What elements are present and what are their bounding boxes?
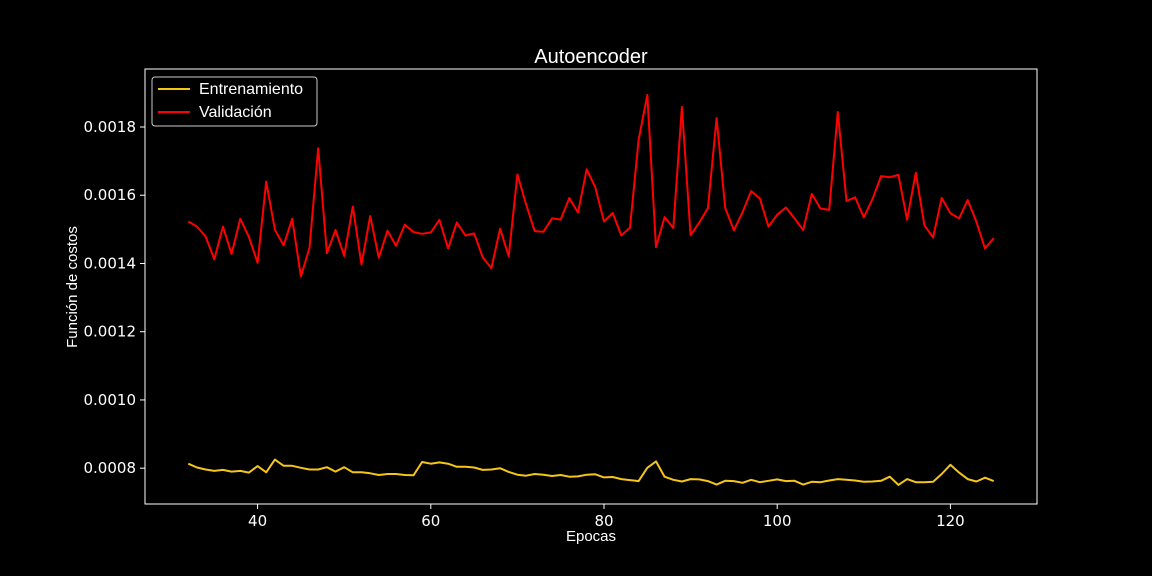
series-line-entrenamiento	[187, 458, 995, 486]
legend: Entrenamiento Validación	[151, 76, 318, 127]
chart-title: Autoencoder	[534, 46, 648, 68]
y-tick-label: 0.0010	[84, 391, 137, 409]
x-tick-label: 120	[936, 512, 965, 530]
plot-frame	[144, 68, 1038, 505]
series-line-validacion	[187, 93, 995, 278]
y-axis-label: Función de costos	[64, 226, 81, 348]
y-tick-label: 0.0008	[84, 459, 137, 477]
series-layer	[187, 93, 995, 486]
legend-label-validacion: Validación	[199, 104, 272, 121]
x-tick-label: 60	[421, 512, 440, 530]
y-tick-label: 0.0016	[84, 186, 137, 204]
y-tick-label: 0.0014	[84, 254, 137, 272]
ticks-layer: 40 60 80 100 120 0.0008 0.0010 0.0012 0.0014 0.00…	[84, 118, 965, 530]
x-tick-label: 40	[248, 512, 267, 530]
x-tick-label: 80	[594, 512, 613, 530]
legend-label-entrenamiento: Entrenamiento	[199, 81, 303, 98]
legend-box	[151, 76, 318, 127]
y-tick-label: 0.0018	[84, 118, 137, 136]
x-tick-label: 100	[763, 512, 792, 530]
x-axis-label: Epocas	[566, 528, 616, 545]
y-tick-label: 0.0012	[84, 323, 137, 341]
